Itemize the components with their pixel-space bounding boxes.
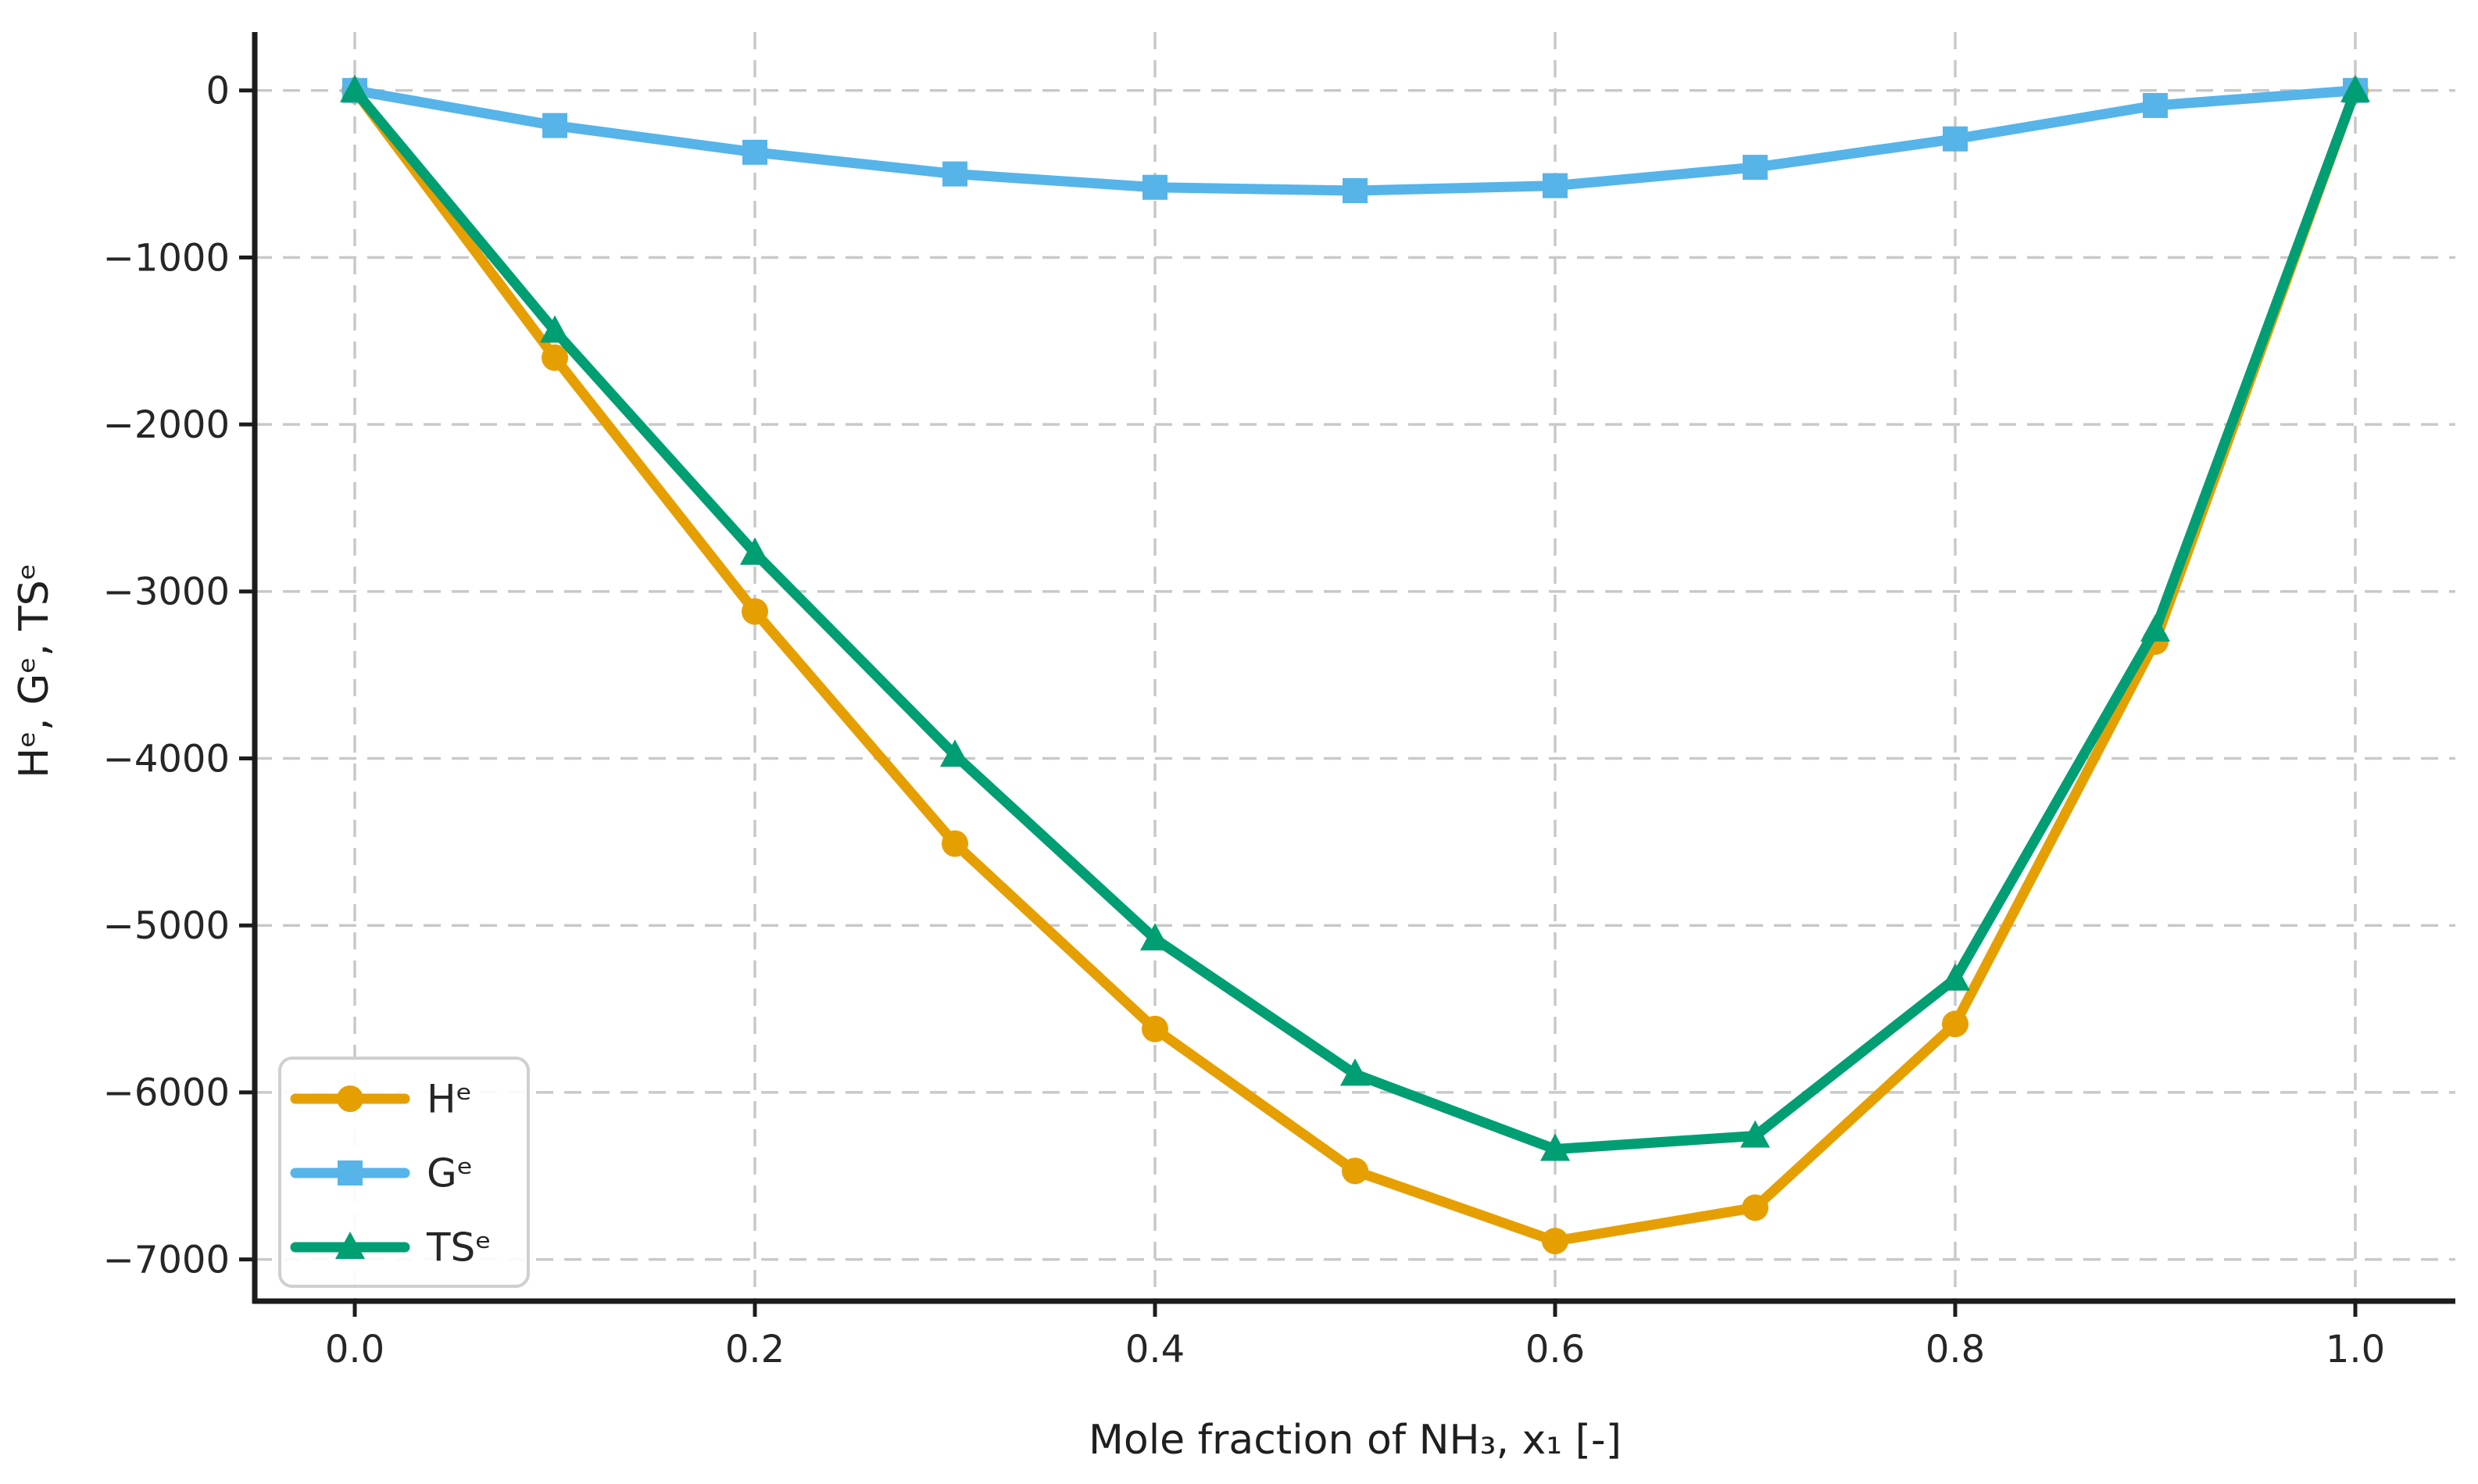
data-point-square [542, 113, 567, 138]
data-point-circle [337, 1085, 363, 1112]
x-tick-label: 0.4 [1125, 1328, 1185, 1371]
data-point-circle [542, 344, 568, 371]
x-tick-label: 1.0 [2326, 1328, 2385, 1371]
legend: Hᵉ Gᵉ TSᵉ [278, 1057, 530, 1288]
legend-label: Hᵉ [427, 1077, 472, 1122]
legend-label: TSᵉ [426, 1225, 492, 1271]
gridlines [255, 32, 2455, 1301]
y-tick-label: −4000 [103, 737, 230, 781]
data-point-square [742, 139, 767, 165]
data-point-triangle [1940, 963, 1970, 991]
axes-spines [252, 32, 2455, 1304]
y-tick-label: −3000 [103, 570, 230, 614]
data-point-square [1543, 173, 1568, 198]
data-point-circle [942, 830, 968, 857]
legend-item-tse: TSᵉ [290, 1225, 492, 1271]
data-point-square [2143, 93, 2168, 119]
data-point-square [1142, 174, 1167, 200]
data-point-circle [1942, 1010, 1968, 1038]
data-point-triangle [340, 74, 370, 102]
data-point-triangle [1340, 1058, 1370, 1086]
data-point-triangle [1540, 1133, 1570, 1161]
data-point-circle [1742, 1194, 1768, 1221]
data-point-circle [742, 598, 768, 625]
y-tick-label: −2000 [103, 403, 230, 447]
ticks: 0 −1000 −2000 −3000 −4000 −5000 −6000 −7000 0.0 0… [103, 70, 2386, 1371]
legend-item-he: Hᵉ [290, 1077, 472, 1122]
data-point-square [942, 161, 967, 187]
data-point-triangle [1140, 923, 1170, 951]
data-point-square [1943, 126, 1968, 152]
series-line-ge [349, 85, 2361, 196]
data-point-triangle [335, 1232, 365, 1259]
data-point-circle [1542, 1228, 1568, 1255]
y-tick-label: −6000 [103, 1071, 230, 1115]
data-point-triangle [2340, 74, 2370, 102]
legend-item-ge: Gᵉ [290, 1151, 474, 1196]
x-tick-label: 0.8 [1926, 1328, 1985, 1371]
y-tick-label: 0 [206, 70, 230, 113]
data-point-triangle [540, 315, 570, 343]
x-tick-label: 0.6 [1525, 1328, 1585, 1371]
data-point-square [338, 1160, 363, 1185]
series-ge [342, 77, 2368, 203]
data-point-circle [1142, 1015, 1168, 1042]
y-axis-label: Hᵉ, Gᵉ, TSᵉ [10, 563, 58, 778]
series-tse [340, 74, 2370, 1161]
x-axis-label: Mole fraction of NH₃, x₁ [-] [1089, 1417, 1622, 1464]
y-tick-label: −7000 [103, 1238, 230, 1282]
y-tick-label: −5000 [103, 904, 230, 948]
y-tick-label: −1000 [103, 236, 230, 280]
data-point-square [1743, 155, 1768, 181]
legend-label: Gᵉ [427, 1151, 474, 1196]
data-point-triangle [740, 537, 770, 565]
data-point-triangle [2140, 613, 2170, 642]
x-tick-label: 0.2 [725, 1328, 785, 1371]
data-point-triangle [940, 739, 970, 767]
data-point-square [1343, 178, 1368, 203]
data-point-triangle [1740, 1120, 1770, 1148]
data-point-circle [1342, 1157, 1368, 1185]
series-line-tse [349, 85, 2361, 1155]
x-tick-label: 0.0 [325, 1328, 384, 1371]
